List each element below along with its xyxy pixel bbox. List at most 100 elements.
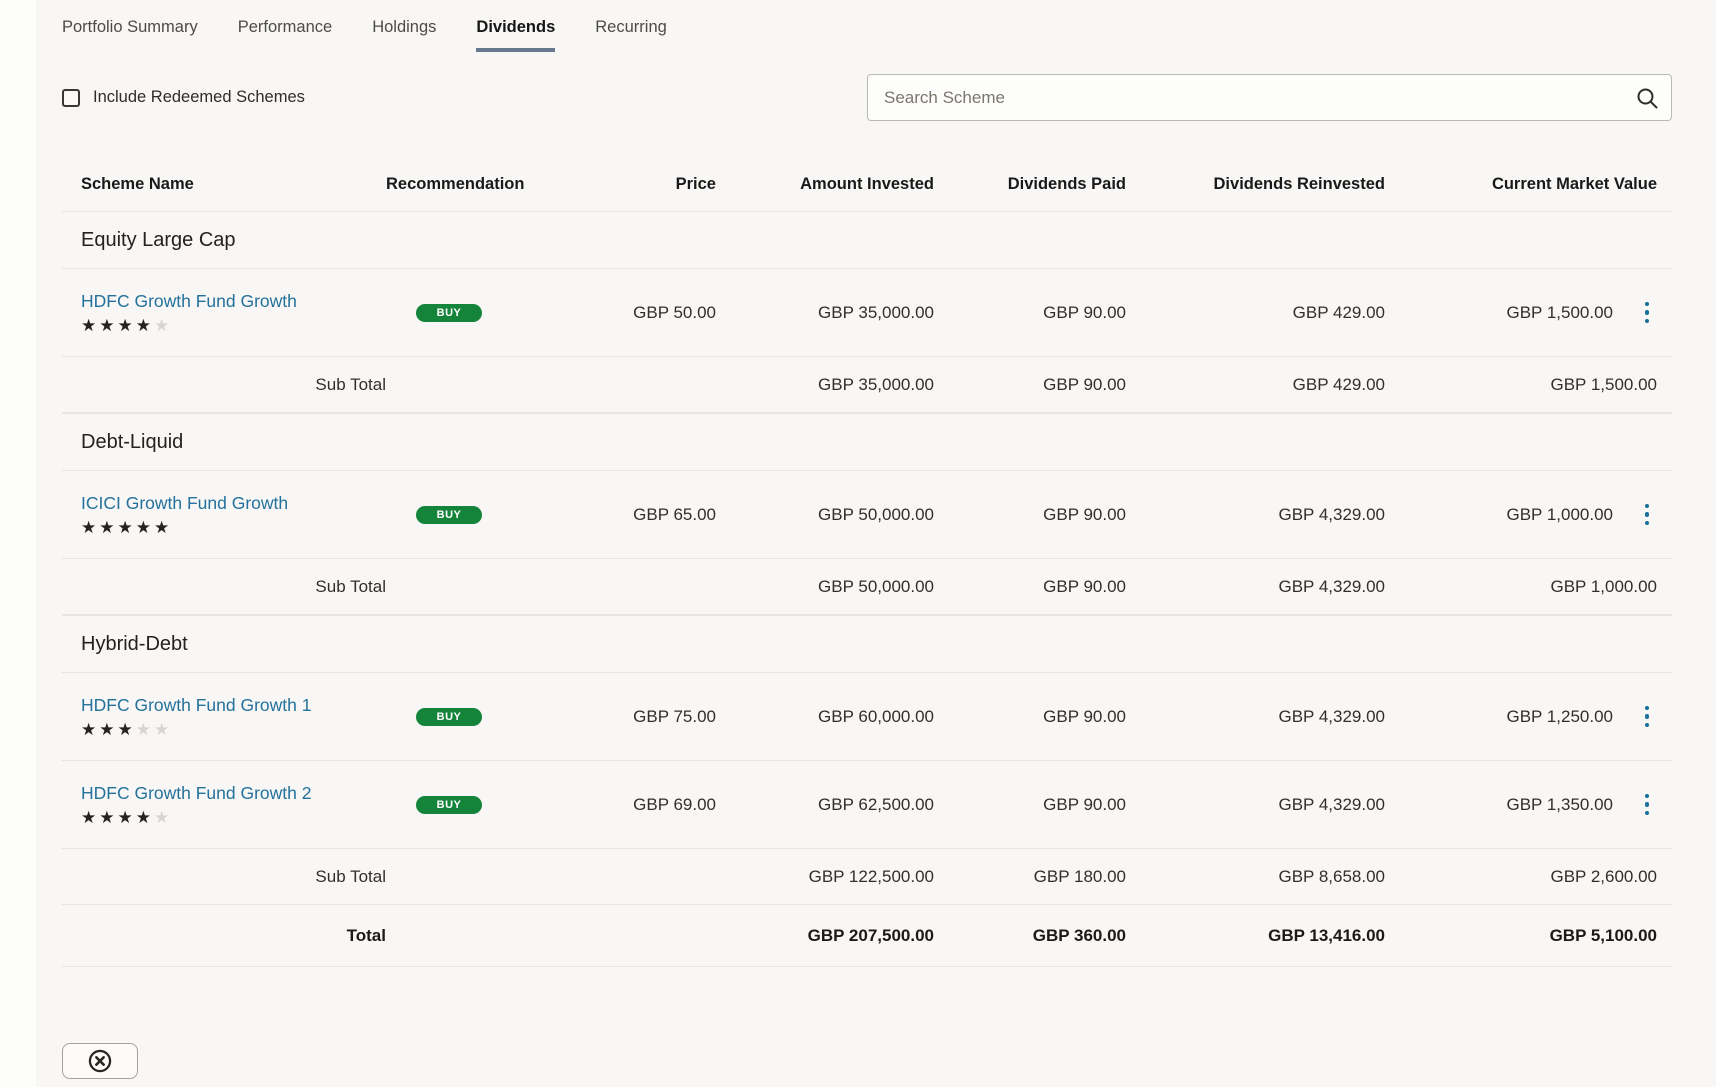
recommendation-cell: BUY [386,707,526,726]
tab-dividends[interactable]: Dividends [476,18,555,52]
current-market-value-cell: GBP 1,500.00 [1506,302,1614,322]
close-button[interactable] [62,1043,138,1079]
group-name: Debt-Liquid [81,430,184,453]
subtotal-amount-invested: GBP 35,000.00 [818,374,934,394]
subtotal-dividends-reinvested: GBP 8,658.00 [1278,866,1386,886]
tab-performance[interactable]: Performance [237,18,333,36]
search-icon[interactable] [1635,86,1659,110]
recommendation-cell: BUY [386,303,526,322]
subtotal-amount-invested: GBP 122,500.00 [808,866,934,886]
tab-holdings[interactable]: Holdings [372,18,437,36]
group-header-row: Equity Large Cap [62,211,1672,269]
kebab-vertical-icon[interactable] [1637,700,1658,734]
star-filled-icon: ★ [135,518,154,537]
current-market-value-cell: GBP 1,000.00 [1506,504,1614,524]
scheme-link[interactable]: ICICI Growth Fund Growth [81,493,289,513]
star-filled-icon: ★ [99,518,118,537]
dividends-paid-cell: GBP 90.00 [1043,706,1126,726]
star-empty-icon: ★ [154,720,173,739]
subtotal-dividends-paid: GBP 90.00 [1043,374,1126,394]
tab-bar: Portfolio Summary Performance Holdings Divi… [62,18,1672,52]
scheme-row: HDFC Growth Fund Growth ★★★★★ BUY GBP 50.00… [62,269,1672,357]
scheme-cell: HDFC Growth Fund Growth ★★★★★ [81,291,386,334]
price-cell: GBP 50.00 [633,302,716,322]
checkbox-label: Include Redeemed Schemes [93,88,305,106]
column-header-price: Price [675,174,716,193]
scheme-row: HDFC Growth Fund Growth 2 ★★★★★ BUY GBP 69.… [62,761,1672,849]
star-rating: ★★★★★ [81,317,386,334]
star-filled-icon: ★ [81,720,100,739]
total-dividends-reinvested: GBP 13,416.00 [1268,925,1385,945]
amount-invested-cell: GBP 35,000.00 [818,302,934,322]
star-filled-icon: ★ [117,518,136,537]
subtotal-label: Sub Total [315,374,386,394]
total-dividends-paid: GBP 360.00 [1032,925,1126,945]
subtotal-row: Sub Total GBP 50,000.00 GBP 90.00 GBP 4,329… [62,559,1672,615]
row-actions-cell [1613,498,1657,532]
star-empty-icon: ★ [135,720,154,739]
price-cell: GBP 65.00 [633,504,716,524]
recommendation-cell: BUY [386,505,526,524]
recommendation-badge: BUY [416,506,482,524]
subtotal-row: Sub Total GBP 35,000.00 GBP 90.00 GBP 429.0… [62,357,1672,413]
scheme-row: HDFC Growth Fund Growth 1 ★★★★★ BUY GBP 75.… [62,673,1672,761]
star-filled-icon: ★ [99,316,118,335]
total-row: Total GBP 207,500.00 GBP 360.00 GBP 13,4… [62,905,1672,967]
include-redeemed-schemes-option[interactable]: Include Redeemed Schemes [62,88,305,107]
tab-recurring[interactable]: Recurring [595,18,667,36]
star-rating: ★★★★★ [81,809,386,826]
scheme-cell: HDFC Growth Fund Growth 2 ★★★★★ [81,783,386,826]
column-header-recommendation: Recommendation [386,174,525,193]
scheme-cell: HDFC Growth Fund Growth 1 ★★★★★ [81,695,386,738]
dividends-reinvested-cell: GBP 4,329.00 [1278,794,1386,814]
star-filled-icon: ★ [117,808,136,827]
dividends-reinvested-cell: GBP 429.00 [1292,302,1385,322]
row-actions-cell [1613,700,1657,734]
star-empty-icon: ★ [154,808,173,827]
subtotal-current-market-value: GBP 1,500.00 [1550,374,1658,394]
star-filled-icon: ★ [117,720,136,739]
subtotal-current-market-value: GBP 2,600.00 [1550,866,1658,886]
subtotal-dividends-paid: GBP 90.00 [1043,576,1126,596]
kebab-vertical-icon[interactable] [1637,498,1658,532]
price-cell: GBP 69.00 [633,794,716,814]
column-header-amount-invested: Amount Invested [800,174,934,193]
amount-invested-cell: GBP 62,500.00 [818,794,934,814]
subtotal-row: Sub Total GBP 122,500.00 GBP 180.00 GBP 8,6… [62,849,1672,905]
dividends-table: Scheme Name Recommendation Price Amount Inv… [62,157,1672,967]
dividends-reinvested-cell: GBP 4,329.00 [1278,706,1386,726]
kebab-vertical-icon[interactable] [1637,296,1658,330]
search-input[interactable] [867,74,1672,121]
star-filled-icon: ★ [81,518,100,537]
kebab-vertical-icon[interactable] [1637,788,1658,822]
include-redeemed-checkbox[interactable] [62,88,80,107]
table-body: Equity Large Cap HDFC Growth Fund Growth ★… [62,211,1672,905]
recommendation-badge: BUY [416,796,482,814]
group-header-row: Debt-Liquid [62,413,1672,471]
star-filled-icon: ★ [154,518,173,537]
subtotal-amount-invested: GBP 50,000.00 [818,576,934,596]
column-header-dividends-reinvested: Dividends Reinvested [1213,174,1385,193]
amount-invested-cell: GBP 50,000.00 [818,504,934,524]
star-filled-icon: ★ [99,720,118,739]
scheme-link[interactable]: HDFC Growth Fund Growth [81,291,297,311]
star-rating: ★★★★★ [81,519,386,536]
row-actions-cell [1613,788,1657,822]
subtotal-dividends-paid: GBP 180.00 [1033,866,1126,886]
star-filled-icon: ★ [117,316,136,335]
recommendation-badge: BUY [416,708,482,726]
scheme-link[interactable]: HDFC Growth Fund Growth 2 [81,783,312,803]
column-header-current-market-value: Current Market Value [1491,174,1657,193]
circled-x-icon [88,1049,112,1073]
total-label: Total [346,925,386,945]
scheme-link[interactable]: HDFC Growth Fund Growth 1 [81,695,312,715]
total-amount-invested: GBP 207,500.00 [807,925,934,945]
filters-row: Include Redeemed Schemes [62,74,1672,121]
scheme-cell: ICICI Growth Fund Growth ★★★★★ [81,493,386,536]
subtotal-current-market-value: GBP 1,000.00 [1550,576,1658,596]
column-header-dividends-paid: Dividends Paid [1007,174,1126,193]
tab-portfolio-summary[interactable]: Portfolio Summary [62,18,198,36]
star-empty-icon: ★ [154,316,173,335]
column-header-scheme-name: Scheme Name [81,174,194,193]
